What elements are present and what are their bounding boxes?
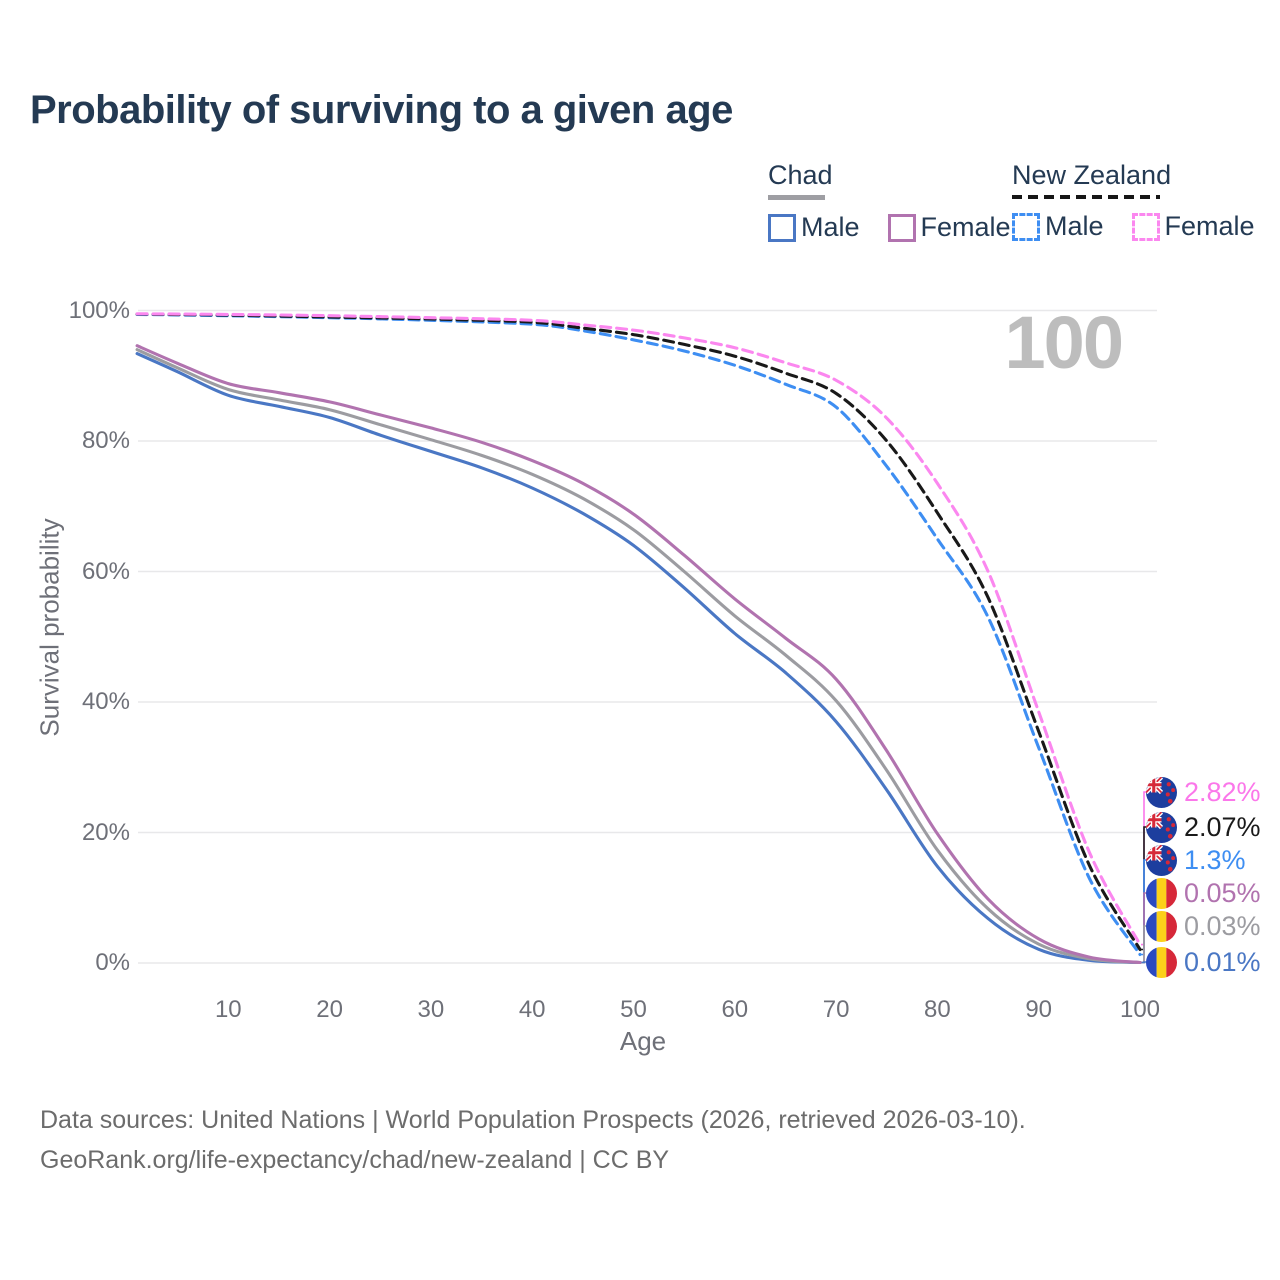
legend-item-nz-male[interactable]: Male [1012, 211, 1104, 242]
legend-label-chad-male: Male [801, 212, 860, 242]
data-sources-note: Data sources: United Nations | World Pop… [40, 1106, 1026, 1134]
end-label-value: 0.03% [1184, 910, 1261, 941]
source-link[interactable]: GeoRank.org/life-expectancy/chad/new-zea… [40, 1146, 670, 1174]
legend-swatch-chad-male [768, 213, 796, 242]
series-line-new-zealand-male [135, 312, 1142, 957]
age-watermark: 100 [1004, 301, 1124, 384]
x-tick-10: 10 [214, 996, 242, 1023]
series-line-chad-male [135, 352, 1142, 965]
y-axis-title: Survival probability [34, 518, 65, 737]
x-axis-title: Age [619, 1026, 667, 1056]
legend-swatch-nz-male [1012, 212, 1040, 241]
end-label-value: 0.05% [1184, 877, 1261, 908]
legend-group-new-zealand: New Zealand Male Female [1012, 160, 1277, 242]
end-label-1.3%: 1.3% [1146, 843, 1246, 877]
x-tick-70: 70 [822, 996, 850, 1023]
end-label-0.05%: 0.05% [1146, 876, 1261, 910]
x-tick-90: 90 [1025, 996, 1053, 1023]
chad-flag-icon [1146, 910, 1177, 942]
x-tick-60: 60 [721, 996, 749, 1023]
legend-label-nz-male: Male [1045, 211, 1104, 241]
chad-flag-icon [1146, 877, 1177, 909]
end-label-value: 2.07% [1184, 811, 1261, 842]
end-label-0.01%: 0.01% [1146, 945, 1261, 979]
series-line-chad-female [135, 344, 1142, 965]
end-label-value: 0.01% [1184, 946, 1261, 977]
new-zealand-flag-icon [1146, 811, 1177, 843]
x-tick-80: 80 [924, 996, 951, 1023]
legend-swatch-nz-female [1131, 212, 1160, 241]
new-zealand-flag-icon [1146, 776, 1177, 808]
x-tick-50: 50 [620, 996, 647, 1023]
legend-label-nz-female: Female [1164, 211, 1255, 241]
new-zealand-flag-icon [1146, 844, 1177, 876]
end-label-value: 1.3% [1184, 844, 1246, 875]
y-tick-0%: 0% [95, 949, 130, 976]
legend-item-chad-female[interactable]: Female [887, 212, 1011, 243]
x-tick-20: 20 [316, 996, 343, 1023]
series-line-new-zealand-female [135, 312, 1142, 947]
end-label-2.07%: 2.07% [1146, 810, 1261, 844]
legend-label-chad-female: Female [920, 212, 1011, 242]
series-line-chad-all [135, 348, 1142, 965]
legend-country-new-zealand: New Zealand [1012, 160, 1172, 190]
y-tick-100%: 100% [68, 296, 130, 324]
end-label-value: 2.82% [1184, 776, 1261, 807]
end-label-0.03%: 0.03% [1146, 909, 1261, 943]
x-tick-100: 100 [1119, 996, 1161, 1023]
legend-item-chad-male[interactable]: Male [768, 212, 860, 243]
chad-flag-icon [1146, 946, 1177, 978]
x-tick-30: 30 [417, 996, 445, 1023]
page-title: Probability of surviving to a given age [30, 88, 733, 132]
legend-underline-nz-dashed [1012, 195, 1160, 199]
x-tick-40: 40 [518, 996, 546, 1023]
y-tick-80%: 80% [81, 427, 130, 454]
y-tick-60%: 60% [81, 557, 130, 585]
legend-swatch-chad-female [887, 213, 916, 242]
legend-item-nz-female[interactable]: Female [1131, 211, 1255, 242]
series-line-new-zealand-all [135, 312, 1142, 952]
legend-underline-chad-solid [768, 195, 825, 200]
y-tick-20%: 20% [81, 818, 130, 846]
legend-country-chad: Chad [768, 160, 833, 190]
end-label-2.82%: 2.82% [1146, 775, 1261, 809]
y-tick-40%: 40% [81, 688, 130, 715]
legend-group-chad: Chad Male Female [768, 160, 1033, 243]
